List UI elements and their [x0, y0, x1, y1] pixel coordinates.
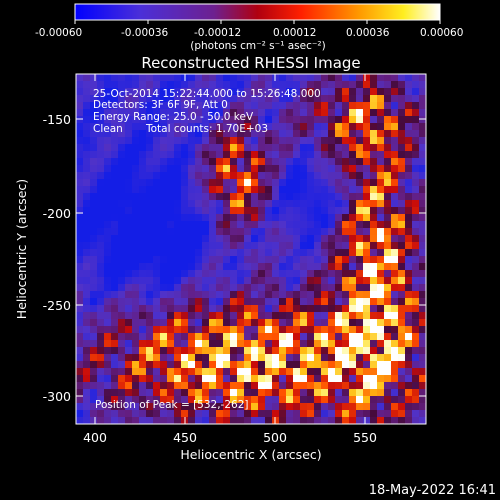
colorbar: -0.00060 -0.00036 -0.00012 0.00012 0.000… — [35, 3, 463, 52]
plot-title: Reconstructed RHESSI Image — [141, 54, 360, 72]
footer-timestamp: 18-May-2022 16:41 — [369, 483, 496, 498]
y-tick-m200: -200 — [43, 206, 71, 221]
image-area — [76, 74, 426, 424]
y-tick-m150: -150 — [43, 112, 71, 127]
colorbar-tick-1: -0.00060 — [35, 27, 82, 39]
x-tick-500: 500 — [263, 430, 287, 445]
info-total-counts: Total counts: 1.70E+03 — [145, 123, 268, 135]
x-tick-450: 450 — [173, 430, 197, 445]
info-overlay: 25-Oct-2014 15:22:44.000 to 15:26:48.000… — [93, 88, 321, 411]
info-energy-range: Energy Range: 25.0 - 50.0 keV — [93, 111, 254, 123]
colorbar-tick-6: 0.00060 — [420, 27, 463, 39]
x-tick-550: 550 — [353, 430, 377, 445]
info-detectors: Detectors: 3F 6F 9F, Att 0 — [93, 99, 228, 111]
y-axis-label: Heliocentric Y (arcsec) — [14, 179, 29, 319]
colorbar-tick-4: 0.00012 — [273, 27, 316, 39]
colorbar-tick-5: 0.00036 — [346, 27, 390, 39]
y-tick-m300: -300 — [43, 389, 71, 404]
x-axis-label: Heliocentric X (arcsec) — [180, 447, 321, 462]
x-tick-400: 400 — [83, 430, 107, 445]
x-axis: 400 450 500 550 Heliocentric X (arcsec) — [83, 74, 377, 462]
colorbar-tick-3: -0.00012 — [194, 27, 241, 39]
rhessi-image-pixels — [76, 74, 426, 424]
y-axis: -150 -200 -250 -300 Heliocentric Y (arcs… — [14, 112, 426, 404]
y-tick-m250: -250 — [43, 298, 71, 313]
plot-frame — [75, 73, 427, 425]
colorbar-gradient — [74, 3, 441, 21]
colorbar-tick-2: -0.00036 — [121, 27, 169, 39]
info-time-range: 25-Oct-2014 15:22:44.000 to 15:26:48.000 — [93, 88, 321, 100]
colorbar-tick-marks — [74, 20, 441, 24]
info-method: Clean — [93, 123, 123, 135]
peak-position: Position of Peak = [532,-262] — [95, 399, 249, 411]
colorbar-unit-label: (photons cm⁻² s⁻¹ asec⁻²) — [190, 40, 325, 52]
